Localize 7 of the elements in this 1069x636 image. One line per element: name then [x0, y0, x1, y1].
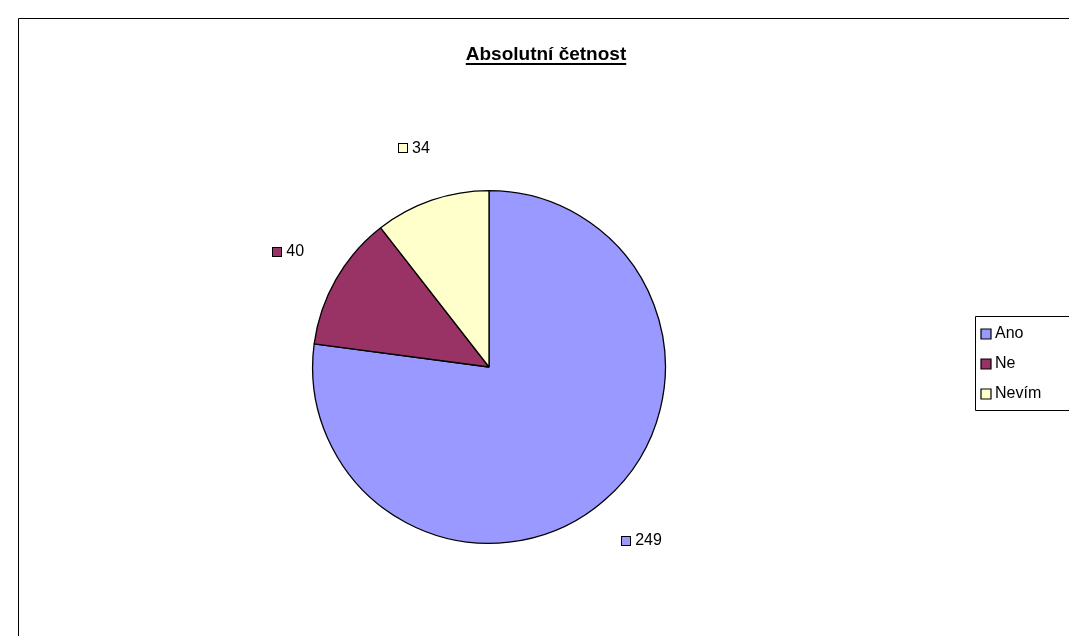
legend-label: Nevím [995, 384, 1042, 402]
legend-label: Ne [995, 354, 1016, 372]
legend-label: Ano [995, 324, 1024, 342]
data-label: 249 [635, 531, 662, 549]
data-label: 40 [286, 242, 305, 260]
data-label: 34 [411, 138, 430, 156]
chart-title: Absolutní četnost [465, 43, 627, 64]
